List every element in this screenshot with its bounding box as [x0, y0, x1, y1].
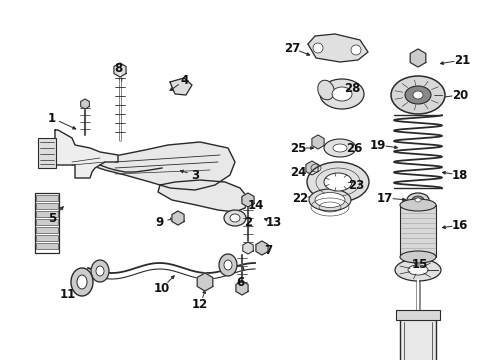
Text: 24: 24 — [289, 166, 305, 179]
Ellipse shape — [219, 254, 237, 276]
Text: 23: 23 — [347, 179, 364, 192]
Ellipse shape — [324, 139, 355, 157]
Text: 7: 7 — [264, 243, 271, 257]
Polygon shape — [90, 142, 235, 190]
Ellipse shape — [324, 173, 351, 191]
Text: 6: 6 — [235, 275, 244, 288]
Text: 16: 16 — [451, 219, 467, 231]
Bar — [36, 235, 58, 241]
Text: 27: 27 — [284, 41, 300, 54]
Ellipse shape — [77, 275, 87, 289]
Text: 13: 13 — [265, 216, 282, 229]
Bar — [38, 138, 56, 168]
Text: 21: 21 — [453, 54, 469, 67]
Ellipse shape — [406, 193, 428, 207]
Polygon shape — [55, 130, 118, 178]
Bar — [36, 211, 58, 217]
Ellipse shape — [306, 162, 368, 202]
Text: 15: 15 — [411, 258, 427, 271]
Bar — [399, 318, 435, 360]
Polygon shape — [242, 193, 254, 207]
Ellipse shape — [331, 87, 351, 101]
Text: 28: 28 — [343, 81, 360, 95]
Text: 10: 10 — [154, 282, 170, 294]
Bar — [35, 193, 59, 253]
Text: 1: 1 — [48, 112, 56, 125]
Polygon shape — [81, 99, 89, 109]
Ellipse shape — [71, 268, 93, 296]
Bar — [36, 227, 58, 233]
Text: 12: 12 — [191, 298, 208, 311]
Polygon shape — [114, 63, 126, 77]
Text: 8: 8 — [114, 62, 122, 75]
Text: 18: 18 — [451, 168, 467, 181]
Ellipse shape — [224, 210, 245, 226]
Text: 22: 22 — [291, 192, 307, 204]
Polygon shape — [158, 180, 247, 212]
Bar — [395, 310, 439, 320]
Text: 5: 5 — [48, 212, 56, 225]
Bar — [36, 243, 58, 249]
Polygon shape — [172, 211, 183, 225]
Ellipse shape — [314, 193, 345, 207]
Circle shape — [350, 45, 360, 55]
Text: 20: 20 — [451, 89, 467, 102]
Ellipse shape — [414, 198, 420, 202]
Text: 9: 9 — [156, 216, 164, 229]
Ellipse shape — [319, 79, 363, 109]
Ellipse shape — [411, 196, 423, 204]
Bar — [399, 205, 435, 257]
Text: 26: 26 — [345, 141, 362, 154]
Bar — [36, 203, 58, 209]
Ellipse shape — [224, 260, 231, 270]
Text: 3: 3 — [190, 168, 199, 181]
Text: 11: 11 — [60, 288, 76, 302]
Ellipse shape — [96, 266, 104, 276]
Ellipse shape — [91, 260, 109, 282]
Ellipse shape — [317, 80, 334, 100]
Text: 19: 19 — [369, 139, 386, 152]
Polygon shape — [311, 135, 324, 149]
Text: 17: 17 — [376, 192, 392, 204]
Polygon shape — [255, 241, 267, 255]
Bar — [36, 219, 58, 225]
Polygon shape — [197, 273, 212, 291]
Ellipse shape — [407, 265, 427, 275]
Polygon shape — [307, 34, 367, 62]
Polygon shape — [409, 49, 425, 67]
Circle shape — [312, 43, 323, 53]
Ellipse shape — [394, 259, 440, 281]
Text: 25: 25 — [289, 141, 305, 154]
Text: 4: 4 — [181, 73, 189, 86]
Bar — [36, 195, 58, 201]
Ellipse shape — [404, 86, 430, 104]
Text: 14: 14 — [247, 198, 264, 212]
Ellipse shape — [412, 91, 422, 99]
Ellipse shape — [308, 189, 350, 211]
Polygon shape — [243, 242, 253, 254]
Polygon shape — [170, 78, 192, 95]
Ellipse shape — [399, 199, 435, 211]
Polygon shape — [235, 281, 247, 295]
Ellipse shape — [399, 251, 435, 263]
Polygon shape — [305, 161, 317, 175]
Text: 2: 2 — [244, 216, 251, 229]
Ellipse shape — [390, 76, 444, 114]
Ellipse shape — [229, 214, 240, 222]
Ellipse shape — [332, 144, 346, 152]
